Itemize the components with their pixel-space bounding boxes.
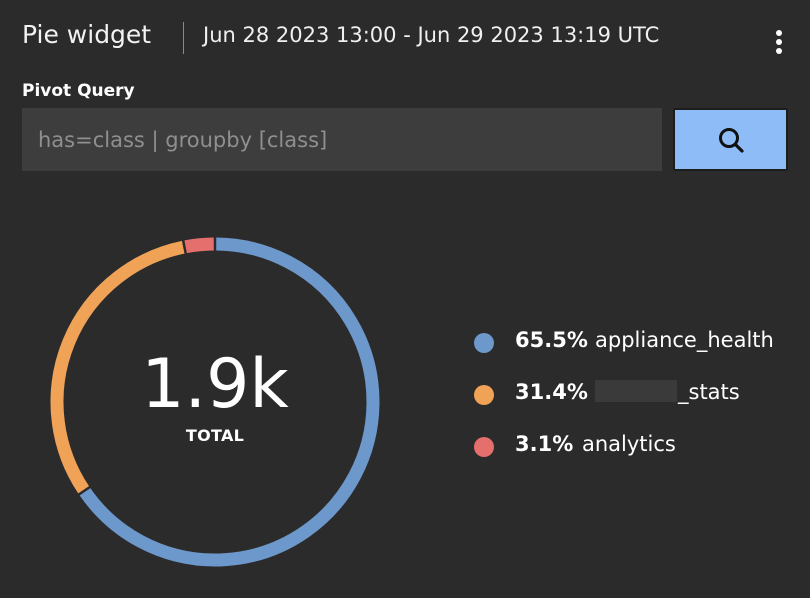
redacted-block — [595, 380, 677, 402]
widget-header: Pie widget Jun 28 2023 13:00 - Jun 29 20… — [22, 18, 790, 58]
total-label: TOTAL — [185, 426, 245, 445]
donut-slice-stats[interactable] — [50, 240, 185, 494]
header-divider — [183, 22, 184, 54]
time-range: Jun 28 2023 13:00 - Jun 29 2023 13:19 UT… — [203, 23, 660, 47]
legend-swatch — [474, 437, 494, 457]
pivot-query-input[interactable] — [22, 108, 662, 171]
legend-label-wrapper: _stats — [595, 380, 740, 404]
donut-slice-analytics[interactable] — [184, 237, 214, 254]
legend-swatch — [474, 333, 494, 353]
donut-chart — [50, 237, 380, 567]
donut-slice-appliance-health[interactable] — [79, 237, 380, 567]
legend-label: _stats — [678, 380, 740, 404]
pivot-query-label: Pivot Query — [22, 81, 135, 101]
total-value: 1.9k — [141, 345, 289, 424]
legend-label: analytics — [582, 432, 676, 456]
search-icon — [718, 127, 744, 153]
legend-swatch — [474, 385, 494, 405]
legend-percent: 31.4% — [515, 380, 588, 404]
more-vertical-icon[interactable] — [768, 28, 790, 60]
search-button[interactable] — [673, 108, 788, 171]
legend-percent: 65.5% — [515, 328, 588, 352]
widget-title: Pie widget — [22, 20, 152, 49]
legend-percent: 3.1% — [515, 432, 574, 456]
legend-label: appliance_health — [595, 328, 774, 352]
